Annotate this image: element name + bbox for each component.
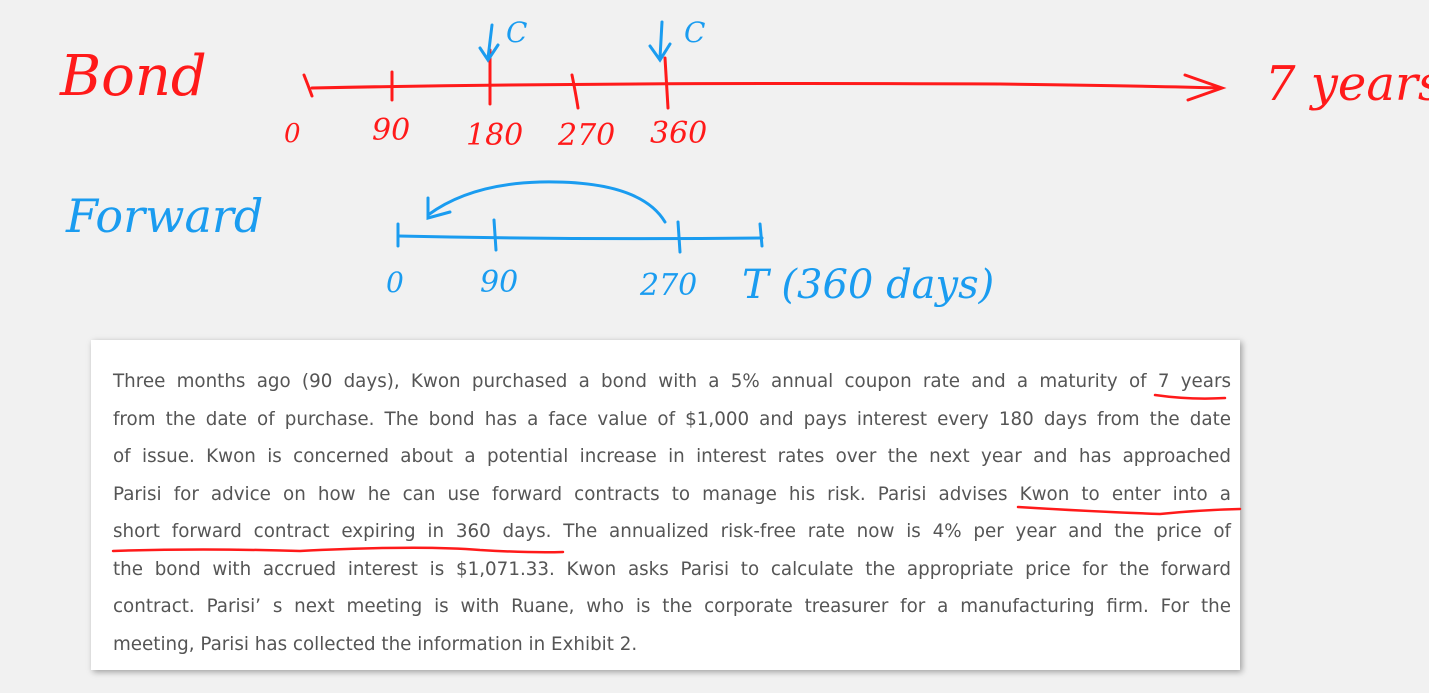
bond-tick-label: 0 [284,119,301,149]
coupon-mark: C [684,16,705,49]
passage-line: short forward contract expiring in 360 d… [113,521,1231,542]
bond-end-label: 7 years [1265,56,1429,112]
forward-axis-line [396,234,764,241]
passage-line: contract. Parisi’ s next meeting is with… [113,596,1231,617]
forward-end-label: T (360 days) [742,262,994,308]
forward-timeline [396,180,764,254]
bond-tick-label: 90 [372,113,410,148]
forward-label: Forward [65,189,263,243]
forward-tick-T [758,222,764,248]
bond-tick-360 [663,56,670,110]
question-passage-card: Three months ago (90 days), Kwon purchas… [91,340,1240,670]
forward-labels: C C Forward 0 90 270 T (360 days) [65,16,994,308]
forward-tick-label: 90 [480,265,518,300]
question-passage: Three months ago (90 days), Kwon purchas… [113,363,1231,663]
bond-axis-line [310,82,1222,90]
forward-tick-270 [676,220,682,254]
bond-label: Bond [59,44,207,109]
forward-tick-label: 270 [639,268,697,303]
bond-timeline [302,48,1227,110]
discount-arc [426,180,667,224]
discount-arrowhead [426,196,452,220]
bond-tick-label: 360 [650,116,707,151]
coupon-mark: C [506,16,527,49]
passage-line: from the date of purchase. The bond has … [113,408,1231,430]
bond-arrowhead [1183,73,1227,102]
bond-tick-label: 270 [557,118,615,153]
forward-tick-90 [492,218,498,252]
passage-line: of issue. Kwon is concerned about a pote… [113,446,1231,467]
bond-tick-270 [570,73,580,110]
passage-line: the bond with accrued interest is $1,071… [113,558,1231,580]
passage-line: Three months ago (90 days), Kwon purchas… [113,371,1231,392]
forward-tick-label: 0 [386,266,404,299]
bond-tick-label: 180 [466,118,523,153]
bond-tick-0 [302,73,314,98]
coupon-arrows [478,20,672,63]
passage-line: Parisi for advice on how he can use forw… [113,483,1231,505]
bond-labels: Bond 0 90 180 270 360 7 years [59,44,1429,153]
passage-line: meeting, Parisi has collected the inform… [113,633,638,655]
